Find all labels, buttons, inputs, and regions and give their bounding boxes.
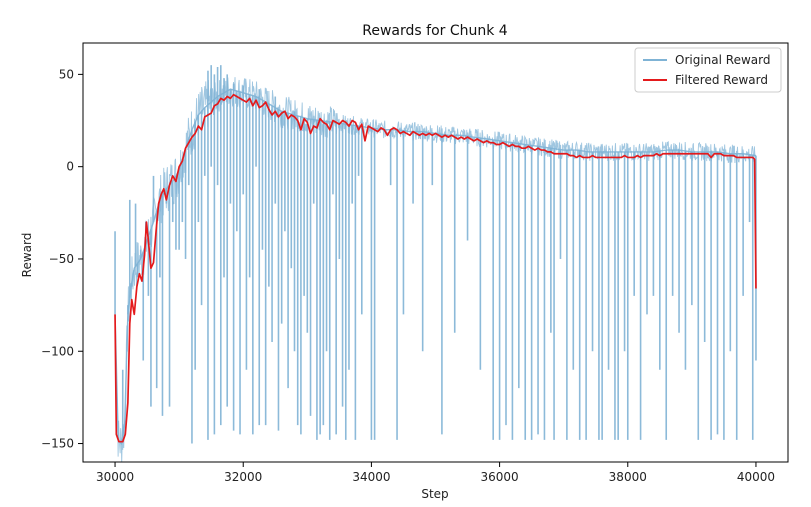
y-tick-label: 0 <box>66 160 74 174</box>
x-tick-label: 30000 <box>96 470 134 484</box>
x-tick-label: 36000 <box>480 470 518 484</box>
y-tick-label: 50 <box>59 67 74 81</box>
legend-entry: Original Reward <box>675 53 770 67</box>
filtered-reward-series <box>114 93 757 443</box>
y-axis-label: Reward <box>20 233 34 278</box>
x-tick-label: 40000 <box>737 470 775 484</box>
legend-box <box>634 47 782 93</box>
x-tick-label: 38000 <box>609 470 647 484</box>
filtered-reward-line <box>114 93 757 443</box>
plot-area <box>82 42 789 463</box>
original-reward-series <box>114 65 757 462</box>
legend-entry: Filtered Reward <box>675 73 768 87</box>
x-tick-label: 32000 <box>224 470 262 484</box>
y-tick-label: −100 <box>41 344 74 358</box>
y-axis: −150 −100 −50 0 50 <box>41 67 83 451</box>
chart-title: Rewards for Chunk 4 <box>362 23 508 39</box>
x-axis-label: Step <box>421 487 448 501</box>
plot-frame <box>82 42 789 463</box>
legend: Original Reward Filtered Reward <box>634 47 782 93</box>
x-tick-label: 34000 <box>352 470 390 484</box>
x-axis: 30000 32000 34000 36000 38000 40000 <box>96 462 775 484</box>
y-tick-label: −50 <box>49 252 74 266</box>
y-tick-label: −150 <box>41 437 74 451</box>
